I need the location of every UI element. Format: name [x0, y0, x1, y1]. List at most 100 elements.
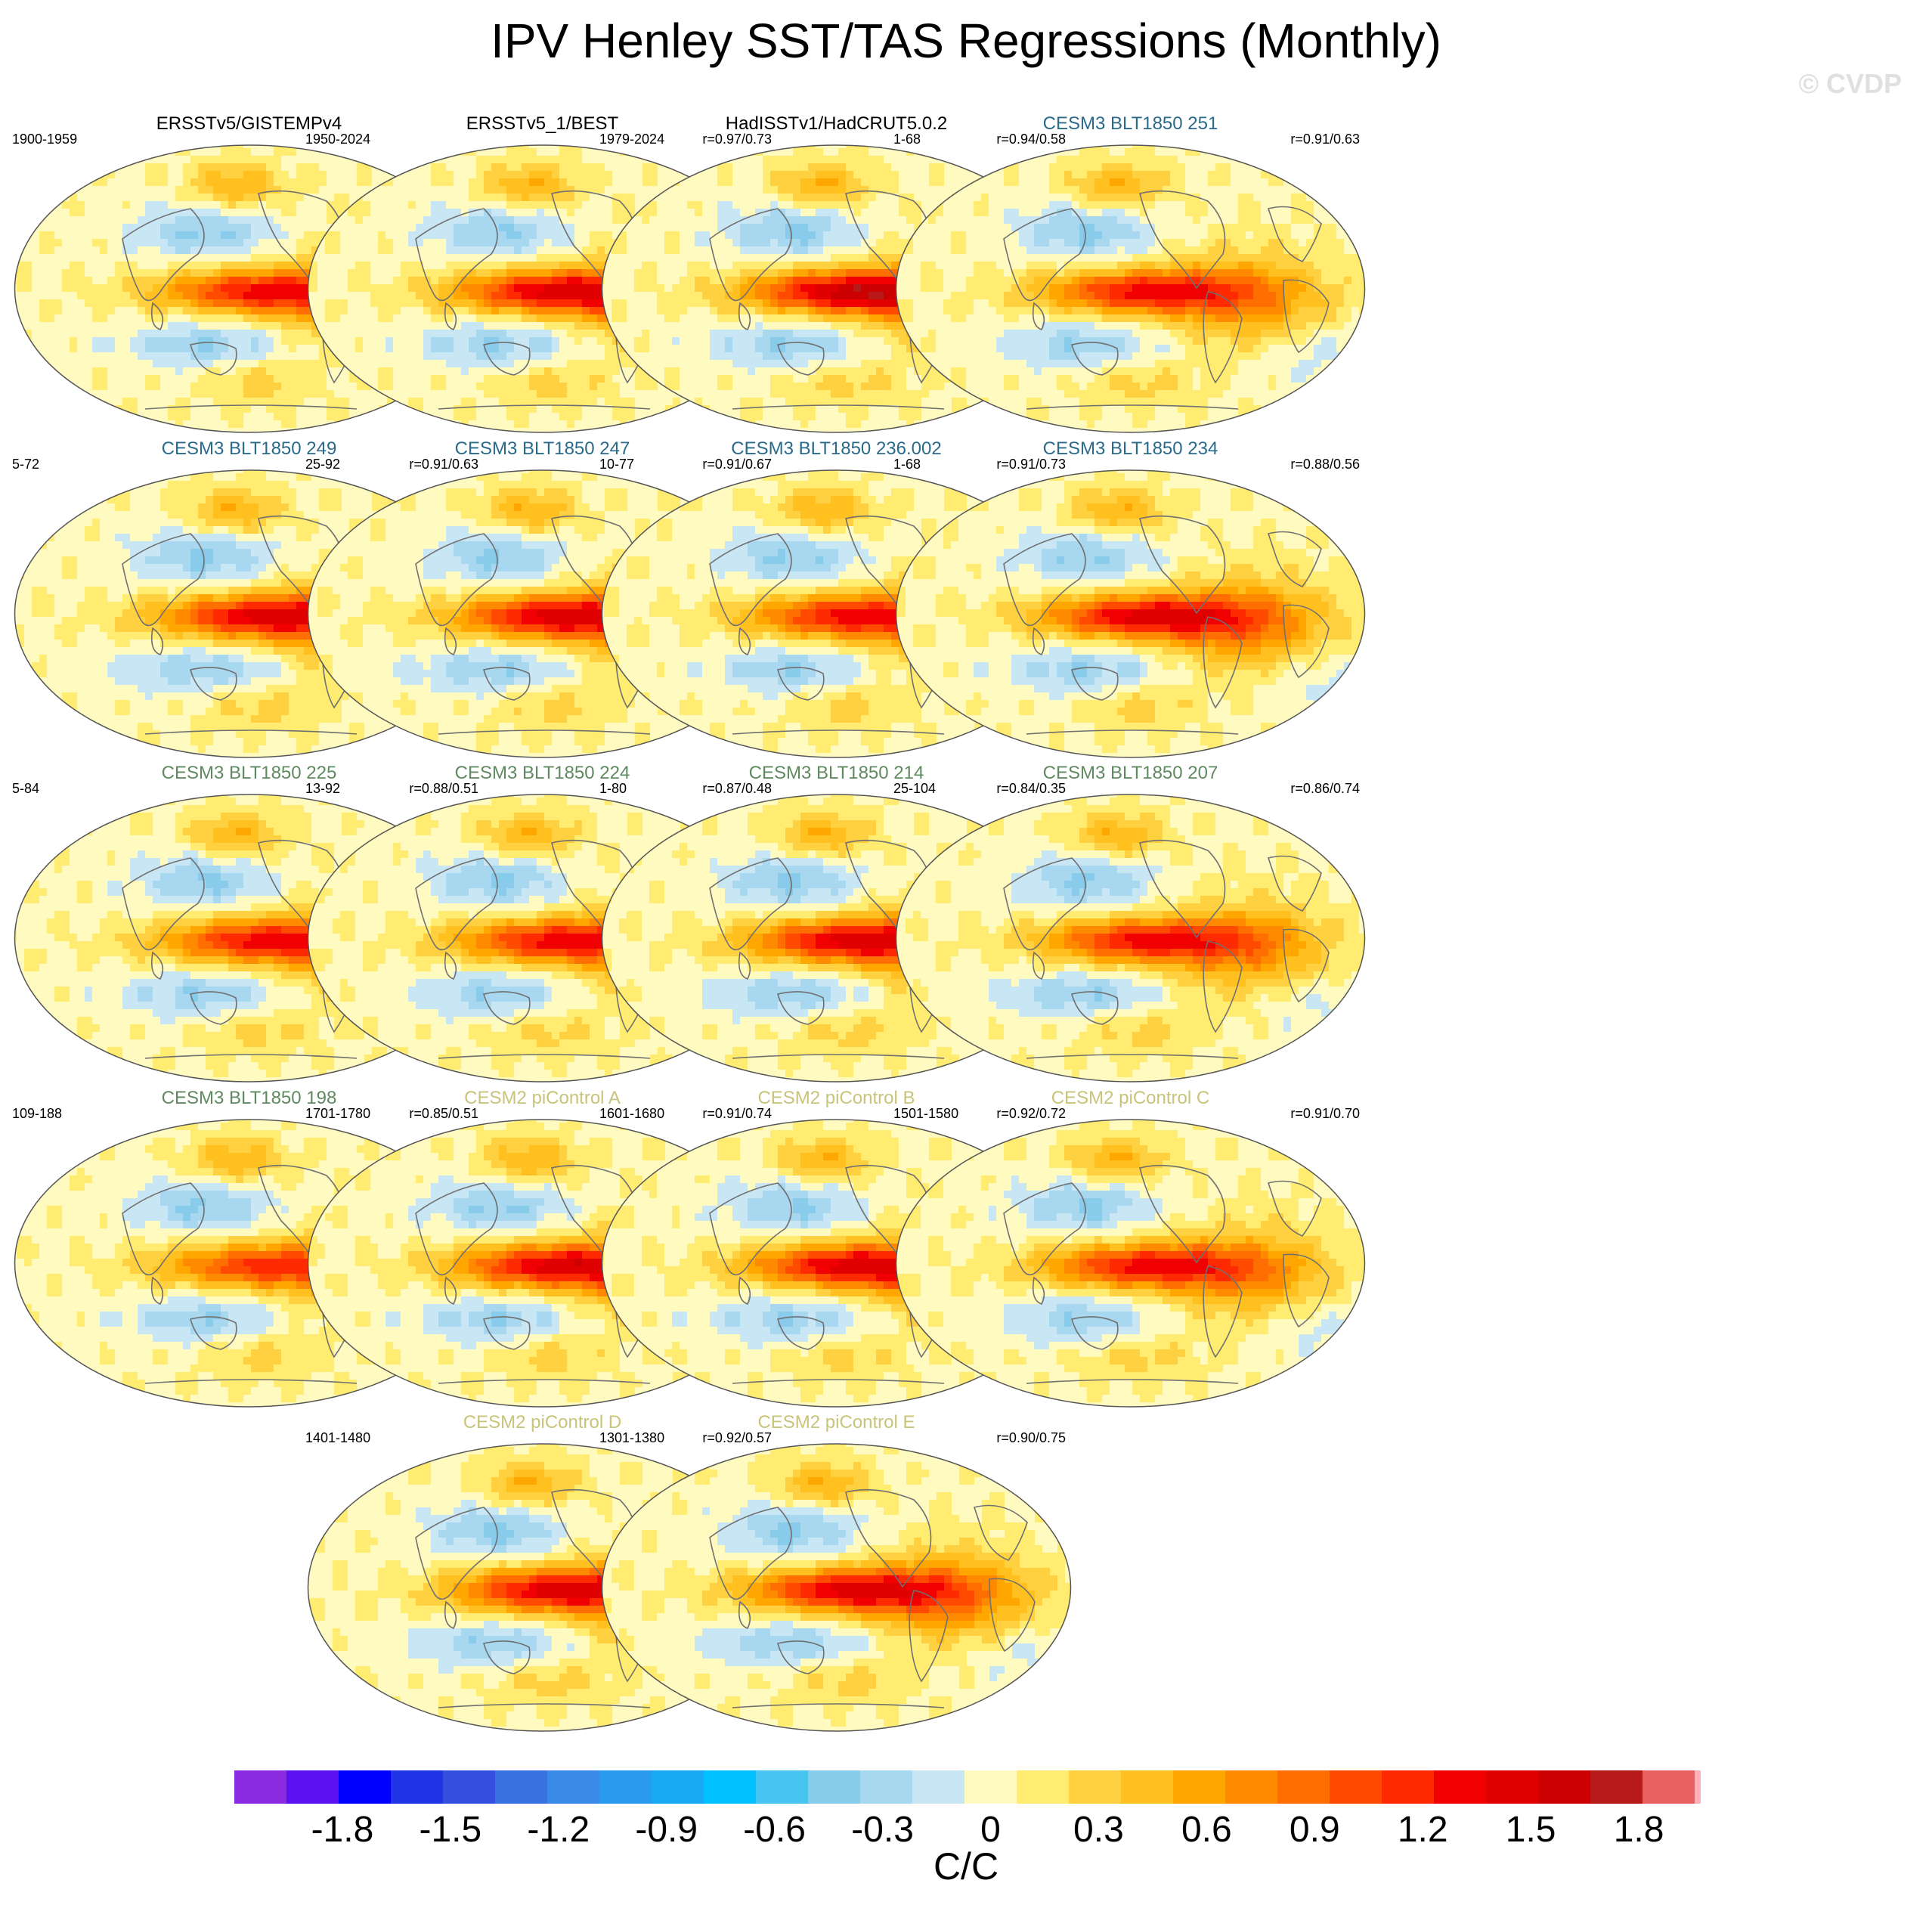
grid-cell: [522, 194, 529, 201]
grid-cell: [289, 413, 296, 420]
grid-cell: [39, 390, 47, 398]
grid-cell: [213, 398, 221, 405]
grid-cell: [274, 224, 281, 231]
grid-cell: [32, 148, 39, 156]
grid-cell: [597, 209, 605, 216]
grid-cell: [122, 330, 130, 337]
grid-cell: [431, 163, 438, 171]
grid-cell: [153, 163, 160, 171]
grid-cell: [423, 337, 431, 345]
grid-cell: [364, 398, 372, 405]
grid-cell: [130, 314, 138, 322]
grid-cell: [296, 277, 304, 284]
grid-cell: [408, 145, 416, 148]
grid-cell: [325, 307, 333, 314]
grid-cell: [469, 307, 476, 314]
grid-cell: [612, 367, 620, 375]
grid-cell: [363, 216, 370, 224]
grid-cell: [357, 186, 364, 194]
grid-cell: [370, 269, 378, 277]
grid-cell: [308, 246, 310, 254]
grid-cell: [529, 186, 537, 194]
grid-cell: [454, 360, 461, 367]
grid-cell: [17, 171, 24, 178]
grid-cell: [378, 277, 385, 284]
grid-cell: [499, 277, 506, 284]
grid-cell: [266, 345, 274, 352]
grid-cell: [160, 337, 168, 345]
grid-cell: [160, 314, 168, 322]
grid-cell: [348, 345, 355, 352]
grid-cell: [469, 231, 476, 239]
grid-cell: [138, 420, 145, 428]
grid-cell: [446, 360, 454, 367]
grid-cell: [183, 405, 190, 413]
grid-cell: [85, 322, 92, 330]
grid-cell: [378, 216, 385, 224]
grid-cell: [461, 269, 469, 277]
grid-cell: [491, 398, 499, 405]
grid-cell: [100, 375, 107, 383]
grid-cell: [522, 299, 529, 307]
grid-cell: [559, 367, 567, 375]
grid-cell: [206, 337, 213, 345]
grid-cell: [206, 413, 213, 420]
grid-cell: [499, 314, 506, 322]
grid-cell: [228, 435, 236, 437]
grid-cell: [446, 277, 454, 284]
grid-cell: [281, 262, 289, 269]
grid-cell: [107, 345, 115, 352]
grid-cell: [236, 269, 243, 277]
grid-cell: [311, 413, 319, 420]
grid-cell: [32, 216, 39, 224]
grid-cell: [355, 284, 363, 292]
grid-cell: [198, 194, 206, 201]
grid-cell: [206, 246, 213, 254]
grid-cell: [499, 201, 506, 209]
grid-cell: [574, 375, 582, 383]
grid-cell: [325, 277, 333, 284]
grid-cell: [115, 420, 122, 428]
grid-cell: [431, 254, 438, 262]
grid-cell: [423, 209, 431, 216]
grid-cell: [198, 420, 206, 428]
grid-cell: [408, 246, 416, 254]
grid-cell: [274, 420, 281, 428]
grid-cell: [491, 383, 499, 390]
grid-cell: [446, 178, 454, 186]
grid-cell: [266, 178, 274, 186]
grid-cell: [190, 337, 198, 345]
grid-cell: [642, 390, 650, 398]
grid-cell: [85, 224, 92, 231]
grid-cell: [401, 277, 408, 284]
grid-cell: [484, 254, 491, 262]
grid-cell: [469, 186, 476, 194]
grid-cell: [635, 171, 642, 178]
grid-cell: [100, 405, 107, 413]
grid-cell: [544, 269, 552, 277]
grid-cell: [446, 375, 454, 383]
grid-cell: [259, 194, 266, 201]
grid-cell: [85, 383, 92, 390]
grid-cell: [85, 420, 92, 428]
grid-cell: [559, 337, 567, 345]
grid-cell: [92, 375, 100, 383]
grid-cell: [251, 367, 259, 375]
grid-cell: [266, 269, 274, 277]
grid-cell: [416, 224, 423, 231]
grid-cell: [319, 201, 327, 209]
grid-cell: [597, 383, 605, 390]
grid-cell: [296, 367, 304, 375]
grid-cell: [559, 254, 567, 262]
grid-cell: [333, 383, 340, 390]
grid-cell: [122, 201, 130, 209]
grid-cell: [296, 262, 304, 269]
grid-cell: [138, 231, 145, 239]
grid-cell: [446, 239, 454, 246]
grid-cell: [635, 375, 642, 383]
grid-cell: [62, 299, 70, 307]
grid-cell: [107, 262, 115, 269]
grid-cell: [243, 148, 251, 156]
grid-cell: [17, 337, 24, 345]
grid-cell: [62, 156, 70, 163]
